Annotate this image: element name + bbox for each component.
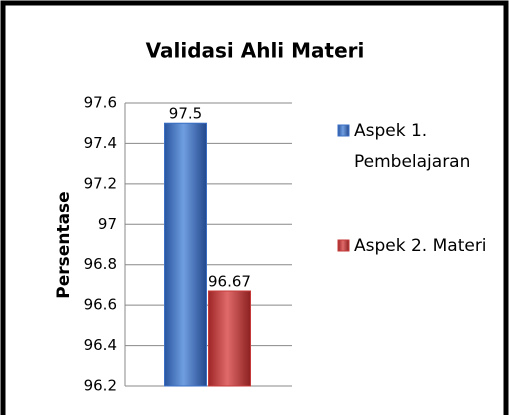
y-tick-label: 97 [98, 215, 117, 233]
legend-swatch [337, 239, 350, 252]
legend-label: Aspek 1. Pembelajaran [354, 121, 471, 172]
y-axis-label: Persentase [54, 191, 74, 298]
y-tick-label: 97.4 [84, 134, 117, 152]
y-tick-label: 96.6 [84, 296, 117, 314]
y-tick-label: 97.6 [84, 94, 117, 112]
y-tick-label: 96.4 [84, 336, 117, 354]
bar [164, 122, 207, 387]
y-tick-label: 96.8 [84, 255, 117, 273]
y-tick-label: 97.2 [84, 174, 117, 192]
bar [208, 290, 251, 387]
y-tick-label: 96.2 [84, 377, 117, 395]
data-label: 97.5 [169, 105, 202, 123]
legend-label: Aspek 2. Materi [354, 236, 487, 256]
legend-swatch [337, 124, 350, 137]
data-label: 96.67 [208, 272, 251, 290]
chart-title: Validasi Ahli Materi [146, 39, 365, 63]
